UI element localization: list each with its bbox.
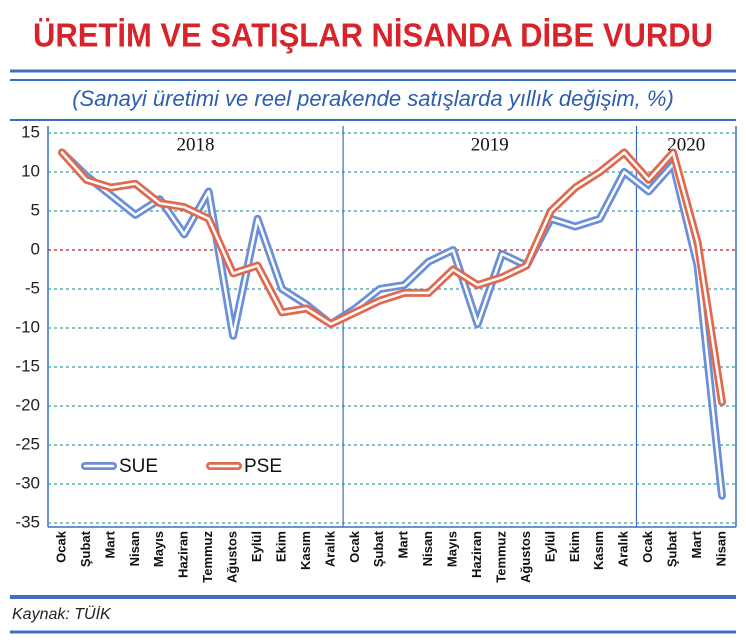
legend-label: SUE	[119, 456, 158, 477]
x-tick-label: Mayıs	[151, 531, 166, 567]
y-tick-label: -30	[15, 473, 40, 492]
y-tick-label: -25	[15, 434, 40, 453]
x-tick-label: Eylül	[249, 531, 264, 562]
chart-subtitle: (Sanayi üretimi ve reel perakende satışl…	[72, 86, 674, 111]
x-tick-label: Ağustos	[518, 531, 533, 583]
x-tick-label: Temmuz	[200, 531, 215, 583]
y-tick-label: -20	[15, 395, 40, 414]
chart-title: ÜRETİM VE SATIŞLAR NİSANDA DİBE VURDU	[33, 17, 713, 54]
series-line-highlight	[60, 151, 724, 497]
x-tick-label: Şubat	[371, 530, 386, 567]
x-tick-label: Ekim	[273, 531, 288, 562]
series-line-highlight	[60, 151, 724, 404]
x-tick-label: Ekim	[567, 531, 582, 562]
x-tick-label: Aralık	[322, 530, 337, 567]
group-label: 2019	[471, 134, 509, 155]
x-tick-label: Ocak	[347, 530, 362, 563]
x-tick-label: Nisan	[420, 531, 435, 566]
x-tick-label: Haziran	[176, 531, 191, 578]
y-tick-label: -15	[15, 356, 40, 375]
x-tick-label: Haziran	[469, 531, 484, 578]
x-tick-label: Eylül	[542, 531, 557, 562]
x-tick-label: Şubat	[665, 530, 680, 567]
series-line	[58, 148, 726, 407]
x-tick-label: Mart	[396, 530, 411, 558]
x-tick-label: Nisan	[127, 531, 142, 566]
y-tick-label: -5	[25, 278, 40, 297]
x-tick-label: Ocak	[640, 530, 655, 563]
y-tick-label: 5	[31, 200, 40, 219]
x-tick-label: Şubat	[78, 530, 93, 567]
x-tick-label: Kasım	[591, 531, 606, 570]
x-tick-label: Mayıs	[445, 531, 460, 567]
x-tick-label: Ağustos	[225, 531, 240, 583]
x-tick-label: Mart	[102, 530, 117, 558]
y-tick-label: 10	[21, 161, 40, 180]
x-tick-label: Nisan	[713, 531, 728, 566]
x-tick-label: Aralık	[616, 530, 631, 567]
y-tick-label: 0	[31, 239, 40, 258]
x-tick-label: Ocak	[53, 530, 68, 563]
legend-label: PSE	[244, 456, 282, 477]
group-label: 2018	[177, 134, 215, 155]
y-tick-label: -35	[15, 512, 40, 531]
group-label: 2020	[667, 134, 705, 155]
x-tick-label: Mart	[689, 530, 704, 558]
x-tick-label: Kasım	[298, 531, 313, 570]
x-tick-label: Temmuz	[493, 531, 508, 583]
y-tick-label: 15	[21, 122, 40, 141]
source: Kaynak: TÜİK	[12, 604, 112, 623]
y-tick-label: -10	[15, 317, 40, 336]
